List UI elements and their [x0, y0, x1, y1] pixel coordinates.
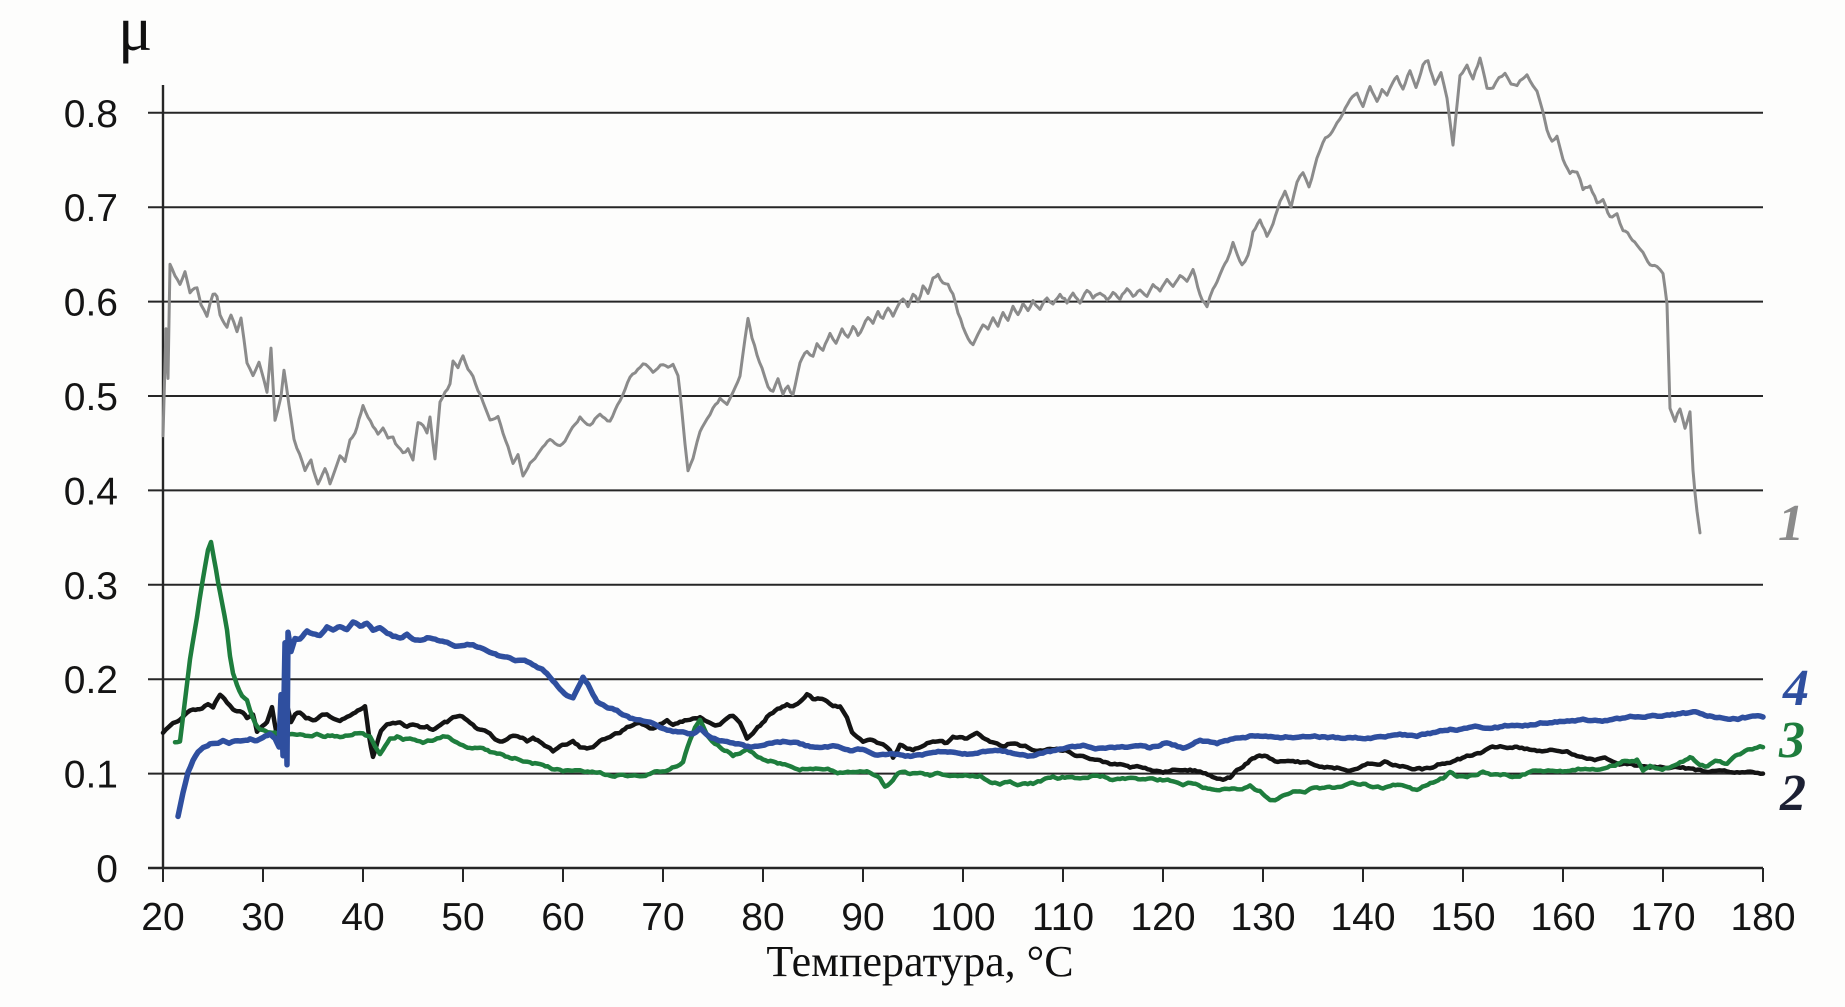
- y-tick-label-0.2: 0.2: [64, 659, 118, 702]
- series-label-curve-3: 3: [1778, 712, 1805, 769]
- x-tick-label-30: 30: [241, 896, 284, 939]
- x-tick-label-40: 40: [341, 896, 384, 939]
- y-tick-label-0.4: 0.4: [64, 470, 118, 513]
- series-label-curve-4: 4: [1782, 660, 1809, 717]
- x-tick-label-60: 60: [541, 896, 584, 939]
- series-curve-3: [172, 539, 1766, 803]
- x-tick-label-150: 150: [1430, 896, 1495, 939]
- y-tick-label-0.3: 0.3: [64, 565, 118, 608]
- x-tick-label-20: 20: [141, 896, 184, 939]
- x-tick-label-170: 170: [1630, 896, 1695, 939]
- x-tick-label-100: 100: [930, 896, 995, 939]
- x-axis-title: Температура, °С: [766, 937, 1074, 986]
- y-tick-label-0.6: 0.6: [64, 282, 118, 325]
- x-tick-label-130: 130: [1230, 896, 1295, 939]
- y-tick-label-0.8: 0.8: [64, 93, 118, 136]
- x-tick-label-160: 160: [1530, 896, 1595, 939]
- x-tick-label-180: 180: [1730, 896, 1795, 939]
- series-curve-4: [175, 619, 1766, 820]
- series-curve-1: [161, 56, 1702, 535]
- y-tick-label-0.1: 0.1: [64, 754, 118, 797]
- series-label-curve-1: 1: [1778, 495, 1804, 552]
- x-tick-label-70: 70: [641, 896, 684, 939]
- x-tick-label-90: 90: [841, 896, 884, 939]
- x-tick-label-120: 120: [1130, 896, 1195, 939]
- x-tick-label-80: 80: [741, 896, 784, 939]
- y-tick-label-0.7: 0.7: [64, 187, 118, 230]
- x-tick-label-50: 50: [441, 896, 484, 939]
- y-axis-unit-label: μ: [118, 0, 153, 64]
- y-tick-label-0: 0: [96, 848, 118, 891]
- series-label-curve-2: 2: [1779, 765, 1806, 822]
- series-curve-2: [160, 691, 1766, 783]
- x-tick-label-110: 110: [1032, 896, 1094, 939]
- y-tick-label-0.5: 0.5: [64, 376, 118, 419]
- x-tick-label-140: 140: [1330, 896, 1395, 939]
